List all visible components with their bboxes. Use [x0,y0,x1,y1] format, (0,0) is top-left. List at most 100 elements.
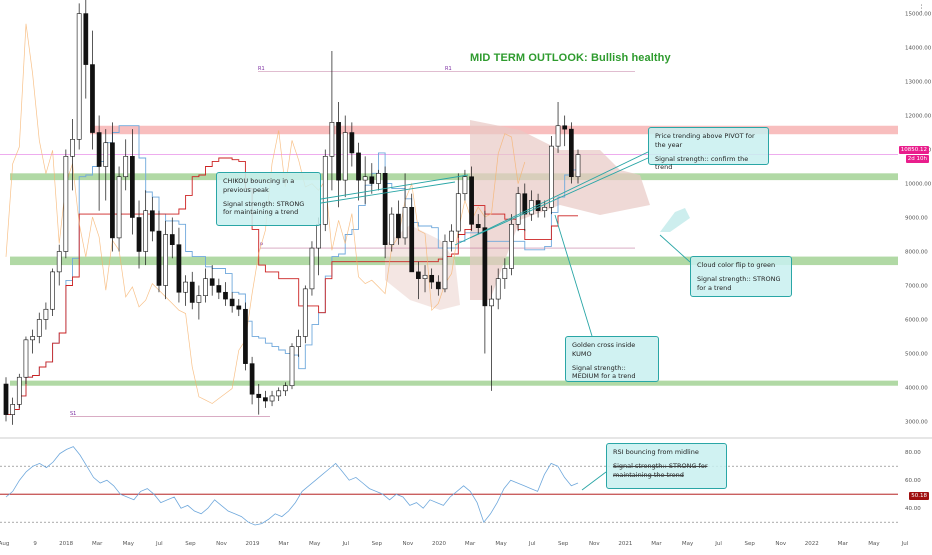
candle-body-29 [196,295,202,303]
candle-body-17 [116,176,122,239]
candle-body-65 [435,281,441,290]
x-tick-16: May [495,541,507,547]
callout-pointer-4 [659,234,691,263]
candle-body-52 [349,132,355,154]
x-tick-10: May [309,541,321,547]
candle-body-41 [276,390,282,397]
candle-body-35 [236,305,242,310]
callout-pointers-layer [320,151,691,491]
support-zone-2 [10,380,898,386]
chart-title: MID TERM OUTLOOK: Bullish healthy [470,52,671,64]
candle-body-42 [282,385,288,392]
candle-body-40 [269,395,275,402]
candle-body-20 [136,217,142,252]
x-tick-28: May [868,541,880,547]
current-price-tag: 10850.12 [898,146,929,154]
candle-body-9 [63,156,69,252]
x-tick-15: Mar [465,541,476,547]
candle-body-66 [442,240,448,290]
candles-layer [3,0,581,425]
candle-body-67 [449,230,454,242]
candle-body-53 [356,152,361,181]
candle-body-19 [130,156,135,218]
candle-body-55 [369,176,375,184]
candle-body-47 [316,223,321,249]
candle-body-0 [3,383,9,415]
candle-body-61 [409,207,415,273]
price-tick-9: 12000.00 [905,114,932,120]
x-tick-29: Jul [901,541,909,547]
callout-chikou: CHIKOU bouncing in a previous peak Signa… [216,172,321,226]
x-tick-23: Jul [714,541,722,547]
candle-body-22 [149,210,155,232]
callout-chikou-body: Signal strength: STRONG for maintaining … [223,199,305,217]
candle-body-48 [322,156,328,225]
x-tick-20: 2021 [618,541,632,547]
more-menu-icon[interactable]: ⋮ [917,4,926,14]
x-tick-8: 2019 [246,541,260,547]
price-tick-4: 7000.00 [905,283,928,289]
x-tick-2: 2018 [59,541,73,547]
x-tick-5: Jul [155,541,163,547]
x-tick-4: May [123,541,135,547]
candle-body-76 [509,223,514,269]
candle-body-15 [103,142,109,167]
candle-body-83 [555,125,561,147]
candle-body-11 [76,13,82,140]
pivot-label-1: P [260,243,263,249]
callout-rsi-title: RSI bouncing from midline [613,448,699,456]
rsi-tick-0: 40.00 [905,506,921,512]
candle-body-4 [30,336,35,341]
pivot-label-r1b: R1 [445,66,452,72]
current-rsi-tag: 50.18 [909,492,929,500]
candle-body-3 [23,339,29,378]
x-tick-3: Mar [92,541,103,547]
x-tick-19: Nov [589,541,600,547]
candle-body-2 [16,376,22,405]
candle-body-63 [422,274,428,279]
candle-body-28 [189,281,195,303]
candle-body-78 [522,193,528,215]
candle-body-32 [216,285,222,293]
candle-body-34 [229,298,235,307]
kumo-red-2 [385,225,460,310]
candle-body-6 [43,308,49,320]
candle-body-58 [389,213,395,245]
x-tick-18: Sep [558,541,569,547]
x-tick-13: Nov [403,541,414,547]
candle-body-33 [223,291,228,300]
tenkan-line [6,125,578,416]
candle-body-14 [96,132,102,167]
candle-body-16 [110,142,115,239]
candle-body-86 [575,154,581,178]
candle-body-18 [123,156,129,178]
candle-body-10 [70,139,75,157]
candle-body-73 [489,298,494,307]
x-tick-24: Sep [744,541,755,547]
callout-rsi: RSI bouncing from midline Signal strengt… [606,443,727,489]
callout-golden-body: Signal strength:: MEDIUM for a trend [572,363,636,381]
x-tick-11: Jul [341,541,349,547]
candle-body-25 [169,234,175,245]
candle-body-27 [183,281,188,293]
candle-body-59 [396,213,401,239]
x-tick-7: Nov [216,541,227,547]
candle-body-31 [209,278,215,286]
price-tick-5: 8000.00 [905,249,928,255]
candle-body-84 [562,125,568,130]
kumo-green [660,208,690,232]
callout-pointer-3 [469,157,649,239]
candle-body-71 [475,223,481,228]
candle-body-69 [462,176,468,195]
candle-body-30 [203,278,208,296]
price-tick-12: 15000.00 [905,12,932,18]
candle-body-49 [329,122,335,157]
callout-cloud-title: Cloud color flip to green [697,261,776,269]
callout-cloud-body: Signal strength:: STRONG for a trend [697,274,781,292]
support-zone-0 [10,173,898,181]
candle-body-60 [402,207,408,239]
candle-body-46 [309,247,315,290]
callout-golden-title: Golden cross inside KUMO [572,341,636,358]
